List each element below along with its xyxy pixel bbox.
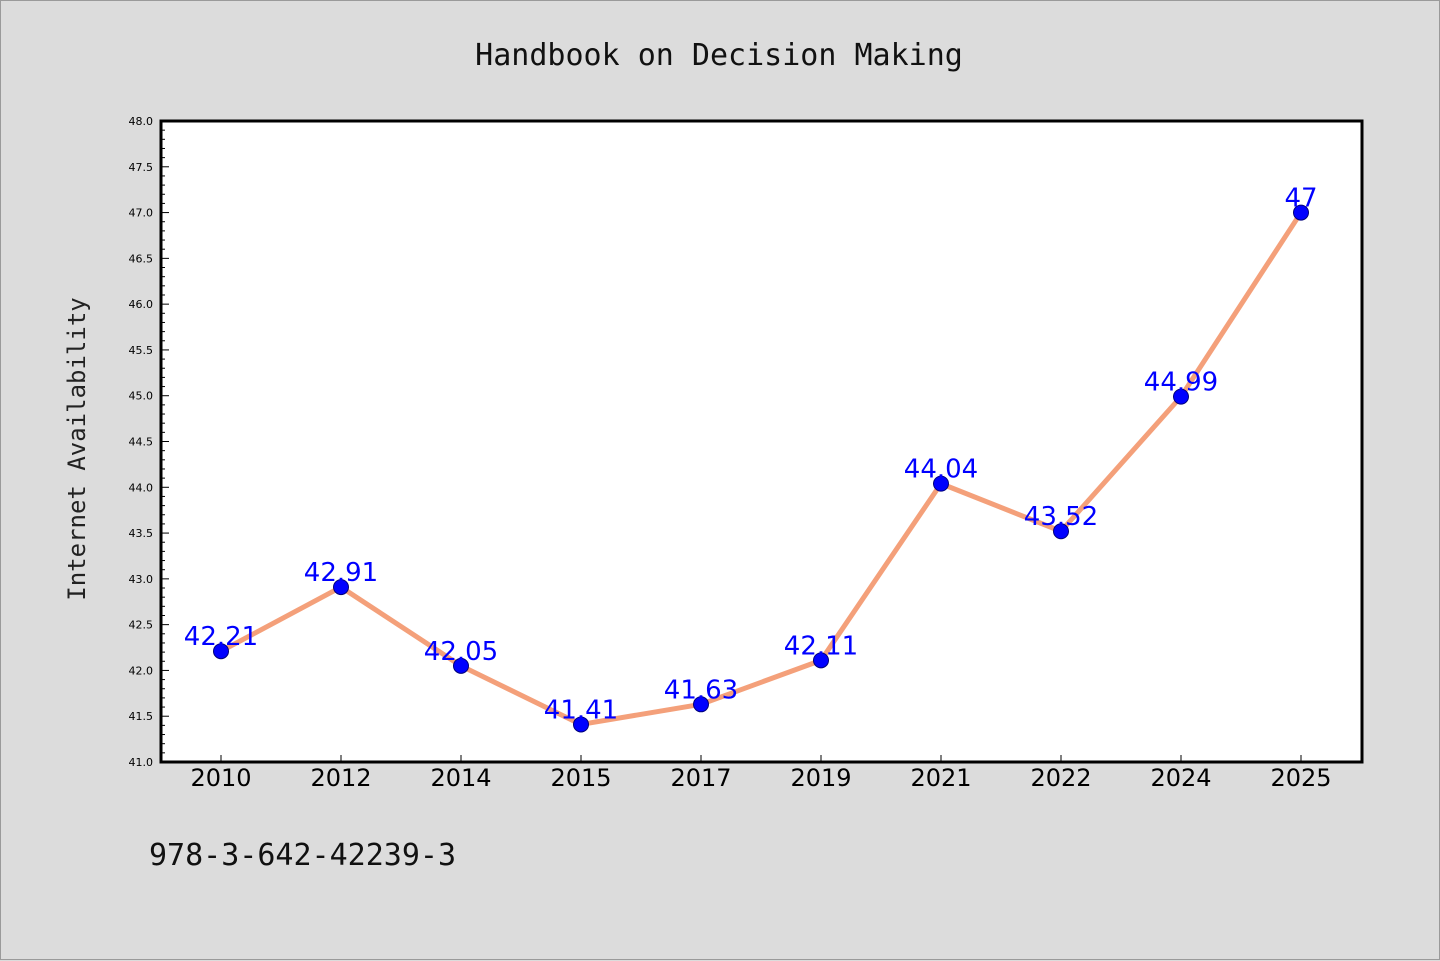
y-tick-label: 41.0 [129,756,154,769]
data-label: 41.41 [544,695,618,725]
y-tick-label: 44.5 [129,436,154,449]
data-point [1053,523,1069,540]
x-tick-label: 2014 [430,764,491,792]
y-tick-label: 47.0 [129,207,154,220]
data-label: 44.04 [904,455,978,485]
y-tick-label: 42.0 [129,664,154,677]
plot-area [161,121,1362,762]
y-tick-label: 45.0 [129,390,154,403]
data-label: 42.91 [304,558,378,588]
data-label: 42.21 [184,622,258,652]
y-tick-label: 43.5 [129,527,154,540]
x-tick-label: 2015 [550,764,611,792]
x-tick-label: 2024 [1150,764,1211,792]
data-label: 43.52 [1024,502,1098,532]
data-point [213,643,229,660]
x-tick-label: 2022 [1030,764,1091,792]
y-tick-label: 46.5 [129,252,154,265]
y-tick-label: 41.5 [129,710,154,723]
data-label: 42.11 [784,631,858,661]
x-tick-label: 2010 [190,764,251,792]
y-axis: 41.0 41.5 42.0 42.5 43.0 43.5 44.0 44.5 45.0 45.5… [129,115,169,769]
data-label: 44.99 [1144,368,1218,398]
y-tick-label: 42.5 [129,619,154,632]
y-tick-label: 48.0 [129,115,154,128]
data-point [1293,204,1309,221]
y-tick-label: 45.5 [129,344,154,357]
data-point [573,716,589,733]
data-label: 42.05 [424,637,498,667]
y-tick-label: 47.5 [129,161,154,174]
data-label: 47 [1284,184,1317,214]
data-point [813,652,829,669]
data-point [693,696,709,713]
x-tick-label: 2012 [310,764,371,792]
data-point [333,579,349,596]
x-tick-label: 2021 [910,764,971,792]
x-tick-label: 2019 [790,764,851,792]
x-tick-label: 2017 [670,764,731,792]
series-line [218,210,1304,727]
chart-title: Handbook on Decision Making [475,38,963,73]
x-axis: 2010 2012 2014 2015 2017 2019 2021 2022 2024 2025 [190,755,1332,792]
plot-frame [159,119,1364,764]
isbn-text: 978-3-642-42239-3 [149,838,456,873]
data-label: 41.63 [664,675,738,705]
series-group: 42.21 42.91 42.05 41.41 41.63 42.11 44.04 43.52… [184,184,1318,733]
y-tick-label: 46.0 [129,298,154,311]
y-tick-label: 44.0 [129,481,154,494]
y-tick-label: 43.0 [129,573,154,586]
data-point [1173,388,1189,405]
data-point [453,657,469,674]
x-tick-label: 2025 [1270,764,1331,792]
y-axis-label: Internet Availability [63,297,91,600]
data-point [933,475,949,492]
